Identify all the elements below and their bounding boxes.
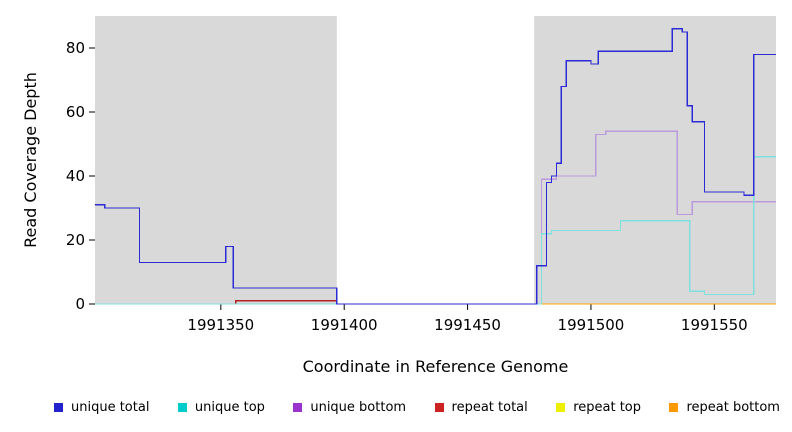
legend-swatch-repeat-bottom [669, 403, 679, 412]
y-tick-label: 20 [66, 231, 85, 249]
legend: unique total unique top unique bottom repea… [54, 400, 780, 415]
legend-item-unique-total: unique total [54, 400, 149, 415]
series-unique-bottom [95, 130, 776, 305]
x-tick-label: 1991350 [187, 316, 254, 334]
legend-label: unique bottom [310, 400, 407, 415]
series-unique-total [95, 28, 776, 305]
legend-item-repeat-top: repeat top [556, 400, 641, 415]
x-tick-label: 1991500 [558, 316, 625, 334]
legend-swatch-unique-bottom [293, 403, 303, 412]
x-tick-label: 1991400 [311, 316, 378, 334]
y-tick-label: 0 [75, 295, 85, 313]
legend-item-repeat-bottom: repeat bottom [669, 400, 780, 415]
series-unique-top [95, 156, 776, 305]
x-tick-label: 1991450 [434, 316, 501, 334]
legend-label: repeat top [573, 400, 641, 415]
y-tick-label: 80 [66, 39, 85, 57]
legend-label: repeat total [451, 400, 528, 415]
x-tick-label: 1991550 [681, 316, 748, 334]
gap-region [336, 16, 535, 304]
legend-swatch-repeat-top [556, 403, 566, 412]
x-axis-title: Coordinate in Reference Genome [302, 357, 569, 376]
y-tick-label: 60 [66, 103, 85, 121]
legend-label: unique total [71, 400, 150, 415]
legend-swatch-unique-top [177, 403, 187, 412]
legend-label: unique top [194, 400, 265, 415]
legend-swatch-repeat-total [434, 403, 444, 412]
legend-swatch-unique-total [54, 403, 63, 412]
legend-label: repeat bottom [686, 400, 780, 415]
legend-item-unique-bottom: unique bottom [293, 400, 406, 415]
y-axis-title: Read Coverage Depth [21, 72, 40, 248]
legend-item-repeat-total: repeat total [434, 400, 528, 415]
legend-item-unique-top: unique top [177, 400, 265, 415]
y-tick-label: 40 [66, 167, 85, 185]
